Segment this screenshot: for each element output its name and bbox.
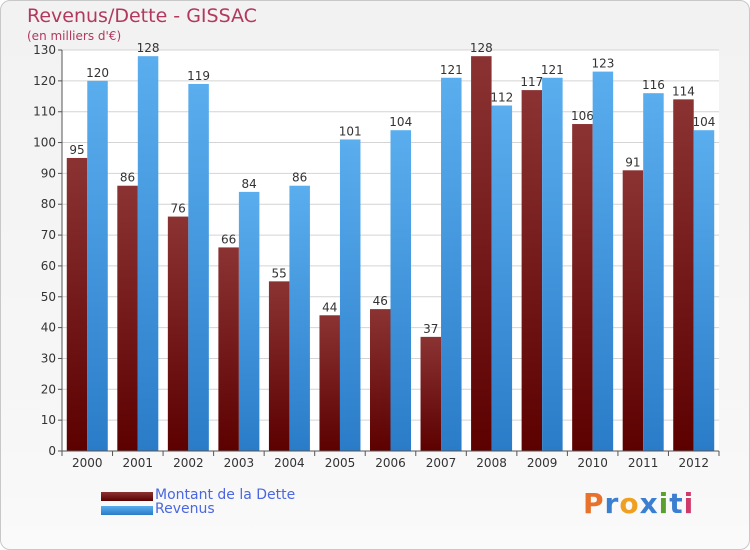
y-tick-label: 120 xyxy=(33,74,56,88)
y-tick-label: 50 xyxy=(41,290,56,304)
legend-swatch-revenus xyxy=(101,506,153,515)
x-tick-label: 2007 xyxy=(426,456,457,470)
x-tick-label: 2002 xyxy=(173,456,204,470)
data-label: 84 xyxy=(241,177,256,191)
logo-letter: i xyxy=(683,487,695,520)
data-label: 101 xyxy=(339,124,362,138)
bar-revenus xyxy=(592,71,614,451)
data-label: 116 xyxy=(642,78,665,92)
x-tick-label: 2001 xyxy=(123,456,154,470)
chart-subtitle: (en milliers d'€) xyxy=(27,29,122,43)
data-label: 46 xyxy=(373,294,388,308)
logo-letter: r xyxy=(604,487,620,520)
x-tick-label: 2006 xyxy=(375,456,406,470)
bar-dette xyxy=(370,309,391,451)
logo-letter: i xyxy=(658,487,670,520)
data-label: 117 xyxy=(520,75,543,89)
bar-dette xyxy=(218,247,239,451)
data-label: 91 xyxy=(625,155,640,169)
x-tick-label: 2012 xyxy=(678,456,709,470)
proxiti-logo: Proxiti xyxy=(583,487,694,520)
data-label: 123 xyxy=(591,57,614,71)
bar-dette xyxy=(268,281,290,451)
y-tick-label: 40 xyxy=(41,321,56,335)
bar-revenus xyxy=(289,185,310,451)
logo-letter: t xyxy=(669,487,684,520)
bar-revenus xyxy=(87,80,108,451)
data-label: 121 xyxy=(541,63,564,77)
data-label: 55 xyxy=(272,266,287,280)
y-tick-label: 80 xyxy=(41,197,56,211)
y-tick-label: 70 xyxy=(41,228,56,242)
data-label: 95 xyxy=(69,143,84,157)
x-tick-label: 2005 xyxy=(325,456,356,470)
data-label: 120 xyxy=(86,66,109,80)
data-label: 86 xyxy=(120,171,135,185)
legend-label-revenus: Revenus xyxy=(155,501,215,517)
data-label: 106 xyxy=(571,109,594,123)
data-label: 86 xyxy=(292,171,307,185)
y-tick-label: 100 xyxy=(33,136,56,150)
x-tick-label: 2000 xyxy=(72,456,103,470)
bar-dette xyxy=(673,99,694,451)
data-label: 104 xyxy=(693,115,716,129)
bar-dette xyxy=(167,216,189,451)
legend-label-dette: Montant de la Dette xyxy=(155,487,296,503)
bar-revenus xyxy=(390,130,411,451)
y-tick-label: 130 xyxy=(33,43,56,57)
bar-revenus xyxy=(137,56,159,452)
data-label: 128 xyxy=(137,41,160,55)
y-tick-label: 30 xyxy=(41,351,56,365)
logo-letter: o xyxy=(619,487,640,520)
data-label: 104 xyxy=(389,115,412,129)
logo-letter: x xyxy=(639,487,659,520)
data-label: 128 xyxy=(470,41,493,55)
y-tick-label: 60 xyxy=(41,259,56,273)
bar-dette xyxy=(471,56,492,452)
bar-revenus xyxy=(188,83,209,451)
bar-revenus xyxy=(238,191,260,451)
legend-swatch-dette xyxy=(101,492,153,501)
x-tick-label: 2010 xyxy=(577,456,608,470)
bar-revenus xyxy=(693,130,715,451)
data-label: 114 xyxy=(672,84,695,98)
bar-revenus xyxy=(339,139,361,451)
bar-revenus xyxy=(542,77,563,451)
bar-dette xyxy=(66,157,88,451)
x-tick-label: 2008 xyxy=(476,456,507,470)
bar-dette xyxy=(572,124,593,452)
y-tick-label: 10 xyxy=(41,413,56,427)
y-tick-label: 90 xyxy=(41,166,56,180)
data-label: 121 xyxy=(440,63,463,77)
bar-revenus xyxy=(491,105,513,452)
bar-revenus xyxy=(643,93,664,451)
data-label: 112 xyxy=(490,91,513,105)
bar-dette xyxy=(622,170,644,452)
bar-dette xyxy=(319,315,340,451)
chart-title: Revenus/Dette - GISSAC xyxy=(27,5,257,27)
data-label: 66 xyxy=(221,232,236,246)
data-label: 76 xyxy=(170,202,185,216)
data-label: 44 xyxy=(322,300,337,314)
data-label: 37 xyxy=(423,322,438,336)
bar-dette xyxy=(117,185,138,451)
x-tick-label: 2011 xyxy=(628,456,659,470)
y-tick-label: 20 xyxy=(41,382,56,396)
x-tick-label: 2004 xyxy=(274,456,305,470)
bar-revenus xyxy=(441,77,462,451)
logo-letter: P xyxy=(583,487,605,520)
y-tick-label: 110 xyxy=(33,105,56,119)
bar-dette xyxy=(420,336,442,451)
x-tick-label: 2009 xyxy=(527,456,558,470)
data-label: 119 xyxy=(187,69,210,83)
x-tick-label: 2003 xyxy=(224,456,255,470)
y-tick-label: 0 xyxy=(48,444,56,458)
bar-dette xyxy=(521,90,543,451)
